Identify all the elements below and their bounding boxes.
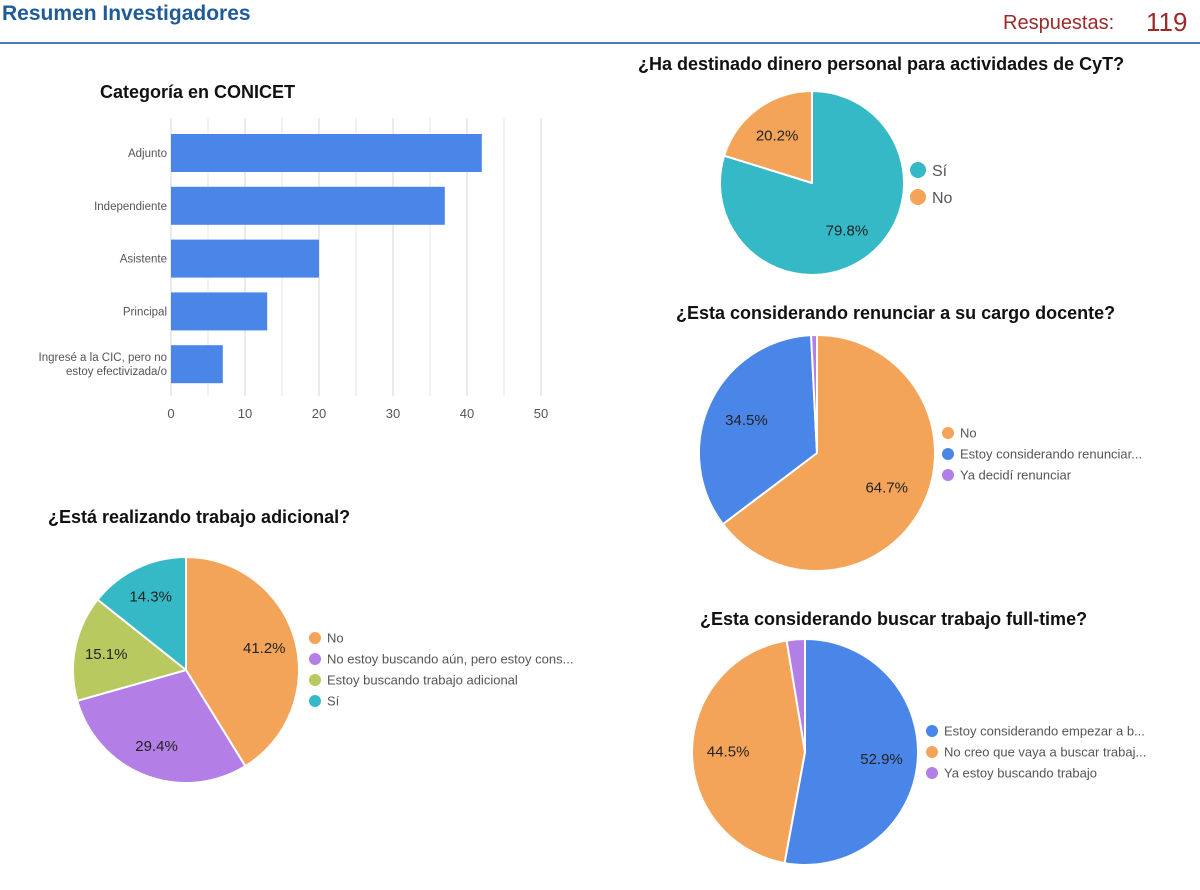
legend-swatch <box>309 695 321 707</box>
pie-value-label: 52.9% <box>860 751 903 768</box>
bar <box>171 239 319 278</box>
bar <box>171 345 223 384</box>
pie-value-label: 44.5% <box>707 743 750 760</box>
x-tick-label: 30 <box>386 406 400 421</box>
legend-label: Ya decidí renunciar <box>960 468 1072 483</box>
legend-swatch <box>942 448 954 460</box>
pie-value-label: 79.8% <box>826 222 869 239</box>
y-category-label: Principal <box>123 306 167 318</box>
legend-swatch <box>309 653 321 665</box>
legend-swatch <box>309 632 321 644</box>
page-title: Resumen Investigadores <box>2 2 251 25</box>
legend-swatch <box>942 427 954 439</box>
pie-value-label: 29.4% <box>135 738 178 755</box>
legend-label: No <box>960 426 977 441</box>
pie-slice-fulltime <box>783 638 919 866</box>
legend-swatch <box>910 162 926 178</box>
legend-swatch <box>926 746 938 758</box>
header-divider <box>0 42 1200 44</box>
y-category-label: estoy efectivizada/o <box>66 366 167 378</box>
legend-label: No <box>327 631 344 646</box>
pie-slice-adicional <box>96 556 187 671</box>
y-category-label: Adjunto <box>128 148 167 160</box>
legend-label: No creo que vaya a buscar trabaj... <box>944 745 1146 760</box>
legend-label: Sí <box>932 163 948 180</box>
x-tick-label: 40 <box>460 406 474 421</box>
pie-slice-renunciar <box>810 334 818 454</box>
pie-value-label: 64.7% <box>865 480 908 497</box>
chart-title-dinero: ¿Ha destinado dinero personal para activ… <box>638 54 1125 74</box>
pie-slice-fulltime <box>785 638 806 753</box>
legend-swatch <box>942 469 954 481</box>
x-tick-label: 50 <box>534 406 548 421</box>
legend-label: Sí <box>327 694 340 709</box>
legend-swatch <box>926 767 938 779</box>
y-category-label: Ingresé a la CIC, pero no <box>39 352 168 364</box>
pie-value-label: 20.2% <box>756 128 799 145</box>
legend-label: Estoy considerando empezar a b... <box>944 724 1145 739</box>
x-tick-label: 10 <box>238 406 252 421</box>
legend-label: Estoy considerando renunciar... <box>960 447 1142 462</box>
chart-title-adicional: ¿Está realizando trabajo adicional? <box>48 507 351 527</box>
legend-label: No estoy buscando aún, pero estoy cons..… <box>327 652 573 667</box>
chart-title-fulltime: ¿Esta considerando buscar trabajo full-t… <box>700 609 1088 629</box>
pie-slice-renunciar <box>698 334 818 526</box>
y-category-label: Independiente <box>94 201 167 213</box>
chart-title-conicet: Categoría en CONICET <box>100 82 296 102</box>
bar <box>171 292 268 331</box>
x-tick-label: 20 <box>312 406 326 421</box>
pie-slice-renunciar <box>721 334 936 572</box>
y-category-label: Asistente <box>120 254 167 266</box>
pie-value-label: 34.5% <box>725 412 768 429</box>
legend-label: Ya estoy buscando trabajo <box>944 766 1097 781</box>
pie-slice-dinero <box>723 90 813 184</box>
pie-slice-adicional <box>76 669 247 784</box>
chart-title-renunciar: ¿Esta considerando renunciar a su cargo … <box>676 303 1116 323</box>
pie-value-label: 15.1% <box>85 646 128 663</box>
legend-label: Estoy buscando trabajo adicional <box>327 673 518 688</box>
pie-value-label: 14.3% <box>129 589 172 606</box>
responses-count: 119 <box>1146 7 1188 37</box>
legend-swatch <box>309 674 321 686</box>
legend-swatch <box>910 189 926 205</box>
responses-label: Respuestas: <box>1003 12 1115 34</box>
pie-slice-adicional <box>72 598 187 702</box>
x-tick-label: 0 <box>167 406 174 421</box>
pie-value-label: 41.2% <box>243 640 286 657</box>
bar <box>171 186 445 225</box>
legend-label: No <box>932 190 953 207</box>
legend-swatch <box>926 725 938 737</box>
bar <box>171 134 482 172</box>
pie-slice-fulltime <box>691 639 806 865</box>
